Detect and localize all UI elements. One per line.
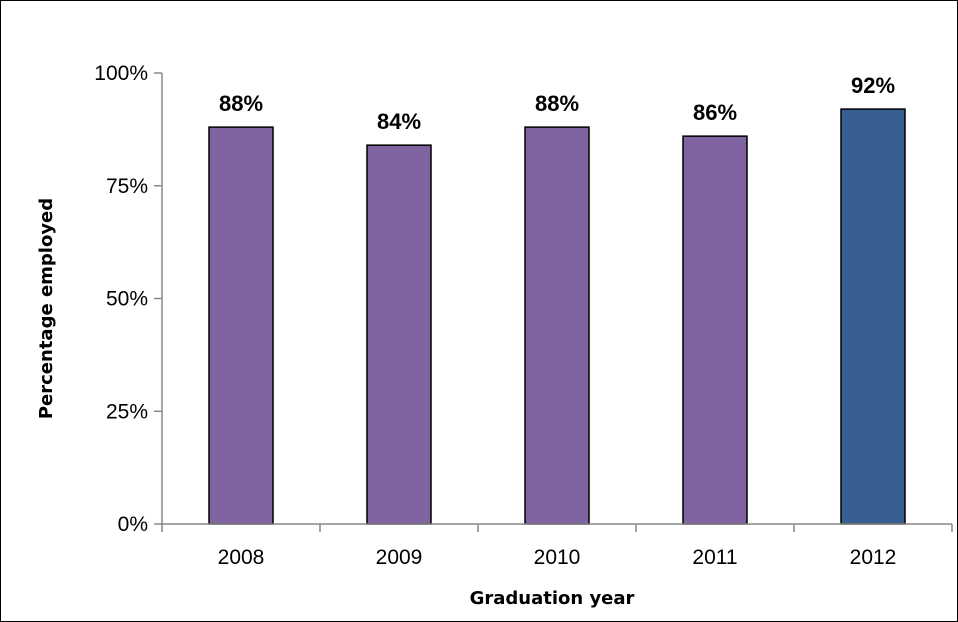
data-label-2009: 84% xyxy=(377,109,421,134)
x-tick-label: 2012 xyxy=(850,546,897,569)
bars: 88% 84% 88% 86% 92% xyxy=(208,73,906,525)
data-label-2011: 86% xyxy=(693,100,737,125)
bar-2011 xyxy=(682,135,748,525)
x-axis-title: Graduation year xyxy=(470,588,635,609)
x-tick-label: 2010 xyxy=(534,546,581,569)
data-label-2008: 88% xyxy=(219,91,263,116)
data-label-2010: 88% xyxy=(535,91,579,116)
y-tick-label: 25% xyxy=(106,400,148,423)
data-label-2012: 92% xyxy=(851,73,895,98)
y-tick-label: 100% xyxy=(94,62,148,85)
y-axis-title: Percentage employed xyxy=(36,198,57,419)
bar-2008 xyxy=(208,126,274,525)
bar-2012 xyxy=(840,108,906,525)
x-axis-ticks: 2008 2009 2010 2011 2012 xyxy=(161,524,953,569)
y-tick-label: 0% xyxy=(118,513,148,536)
y-tick-label: 75% xyxy=(106,175,148,198)
y-tick-label: 50% xyxy=(106,288,148,311)
y-axis-ticks: 0% 25% 50% 75% 100% xyxy=(94,62,162,536)
x-tick-label: 2008 xyxy=(218,546,265,569)
bar-2009 xyxy=(366,144,432,525)
x-tick-label: 2009 xyxy=(376,546,423,569)
x-tick-label: 2011 xyxy=(692,546,737,569)
bar-2010 xyxy=(524,126,590,525)
